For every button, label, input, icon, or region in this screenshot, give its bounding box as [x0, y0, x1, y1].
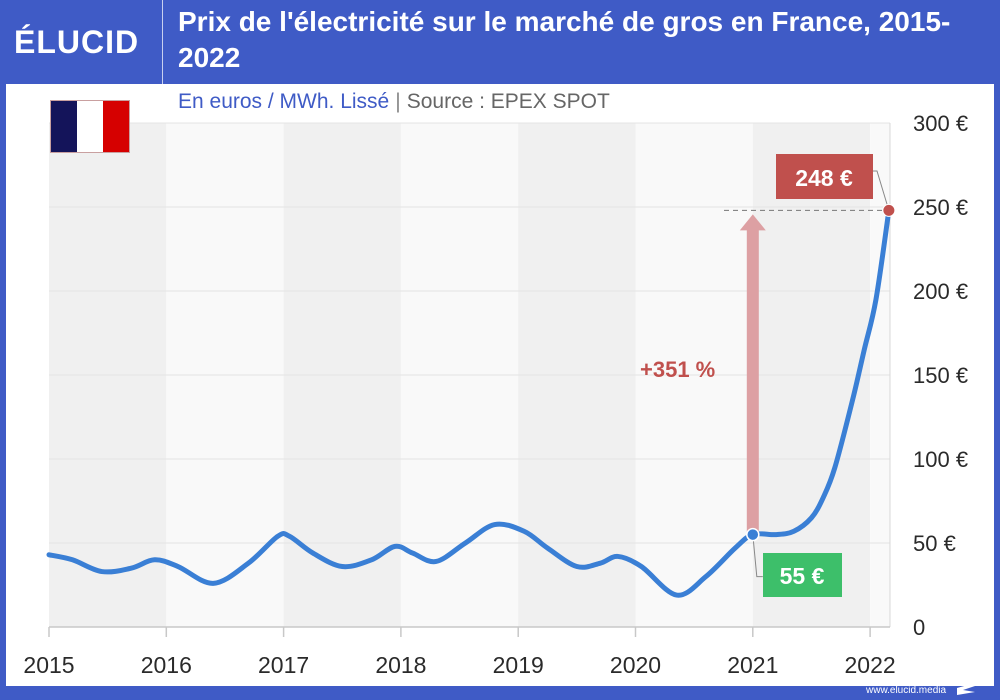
subtitle-separator: | [395, 90, 401, 113]
subtitle-unit: En euros / MWh. Lissé [178, 90, 390, 113]
annotations-back [724, 209, 889, 535]
y-tick-label: 0 [913, 615, 925, 640]
low-value-badge [763, 553, 842, 597]
subtitle-source: Source : EPEX SPOT [406, 90, 610, 113]
chart-title: Prix de l'électricité sur le marché de g… [178, 6, 951, 73]
high-value-label: 248 € [795, 165, 853, 191]
increase-arrow-head [739, 214, 766, 231]
x-tick-label: 2021 [727, 652, 778, 678]
flag-white-stripe [77, 101, 103, 152]
y-tick-label: 300 € [913, 111, 968, 136]
y-tick-label: 50 € [913, 531, 956, 556]
y-tick-label: 150 € [913, 363, 968, 388]
x-tick-label: 2017 [258, 652, 309, 678]
elucid-logo: ÉLUCID [14, 24, 140, 60]
flag-red-stripe [103, 101, 129, 152]
high-label-leader [873, 170, 890, 211]
footer-url[interactable]: www.elucid.media [866, 685, 947, 696]
france-flag-icon [50, 100, 130, 153]
low-point-marker [746, 527, 760, 542]
increase-arrow-shaft [746, 228, 759, 535]
low-label-leader [752, 534, 763, 578]
header-divider [162, 0, 163, 84]
y-tick-label: 250 € [913, 195, 968, 220]
y-tick-label: 100 € [913, 447, 968, 472]
high-value-badge [776, 154, 873, 199]
y-tick-label: 200 € [913, 279, 968, 304]
chart-subtitle: En euros / MWh. Lissé | Source : EPEX SPOT [178, 89, 610, 115]
x-tick-label: 2016 [141, 652, 192, 678]
elucid-mark-icon [957, 683, 975, 695]
header: ÉLUCID Prix de l'électricité sur le marc… [0, 0, 1000, 84]
flag-blue-stripe [51, 101, 77, 152]
x-tick-label: 2018 [375, 652, 426, 678]
low-value-label: 55 € [780, 563, 825, 589]
series-line-prix-de-gros [46, 207, 892, 598]
tick-labels: 2015 2016 2017 2018 2019 2020 2021 2022 0 50 € 100… [23, 111, 968, 678]
x-tick-label: 2019 [493, 652, 544, 678]
increase-percent-label: +351 % [640, 357, 715, 382]
x-tick-label: 2015 [23, 652, 74, 678]
x-tick-label: 2020 [610, 652, 661, 678]
annotations-front: +351 % 55 € 248 € [640, 154, 896, 597]
x-tick-label: 2022 [845, 652, 896, 678]
high-point-marker [882, 203, 896, 217]
